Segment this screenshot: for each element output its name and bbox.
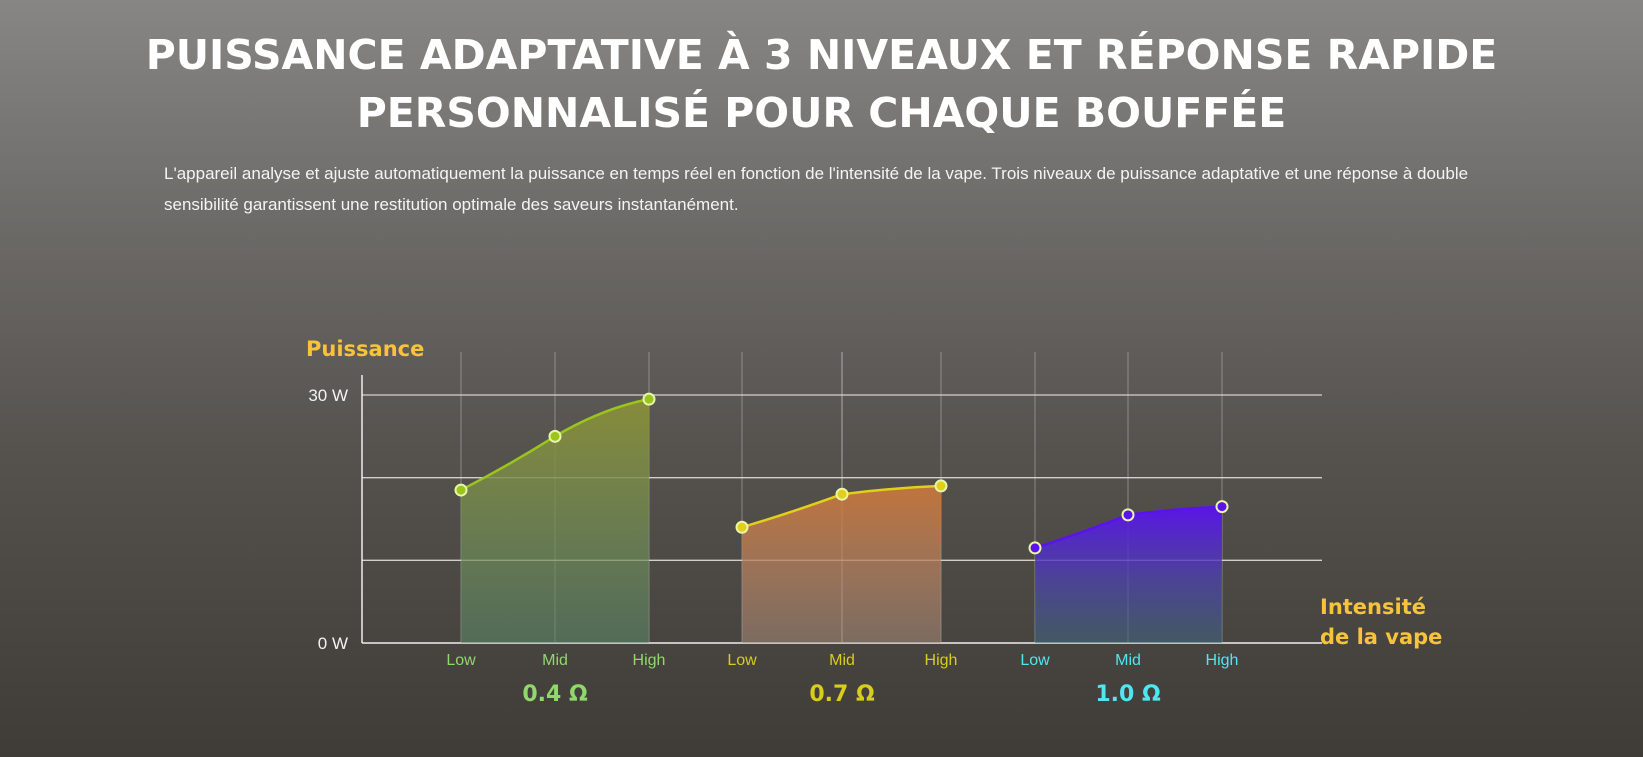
x-tick-label: Mid: [829, 652, 855, 669]
x-tick-label: Low: [727, 652, 757, 669]
x-tick-label: Mid: [1115, 652, 1141, 669]
x-tick-label: Mid: [542, 652, 568, 669]
x-tick-label: High: [925, 652, 958, 669]
x-tick-label: High: [1206, 652, 1239, 669]
data-point: [934, 479, 948, 493]
title-line-1: PUISSANCE ADAPTATIVE À 3 NIVEAUX ET RÉPO…: [145, 31, 1498, 79]
x-tick-label: Low: [1020, 652, 1050, 669]
series-label: 1.0 Ω: [1095, 682, 1161, 707]
x-tick-label: High: [633, 652, 666, 669]
description: L'appareil analyse et ajuste automatique…: [164, 164, 1469, 214]
x-tick-label: Low: [446, 652, 476, 669]
data-point: [548, 429, 562, 443]
data-point: [1121, 508, 1135, 522]
y-tick-label-0: 0 W: [318, 634, 348, 653]
title-line-2: PERSONNALISÉ POUR CHAQUE BOUFFÉE: [356, 89, 1287, 137]
x-axis-label-line-2: de la vape: [1320, 625, 1442, 649]
series-label: 0.4 Ω: [522, 682, 588, 707]
series-area-0: [461, 399, 649, 643]
data-point: [835, 487, 849, 501]
data-point: [1215, 500, 1229, 514]
data-point: [1028, 541, 1042, 555]
series-area-2: [1035, 506, 1222, 643]
series-label: 0.7 Ω: [809, 682, 875, 707]
y-axis-label: Puissance: [306, 337, 424, 361]
y-tick-label-30: 30 W: [308, 386, 348, 405]
x-axis-label-line-1: Intensité: [1320, 595, 1426, 619]
data-point: [735, 520, 749, 534]
data-point: [642, 392, 656, 406]
page-title: PUISSANCE ADAPTATIVE À 3 NIVEAUX ET RÉPO…: [0, 26, 1643, 142]
series-area-1: [742, 485, 941, 643]
chart-labels: 0 W 30 W Puissance Intensité de la vape Low Mi…: [306, 337, 1442, 707]
data-point: [454, 483, 468, 497]
chart-areas: [454, 392, 1229, 643]
